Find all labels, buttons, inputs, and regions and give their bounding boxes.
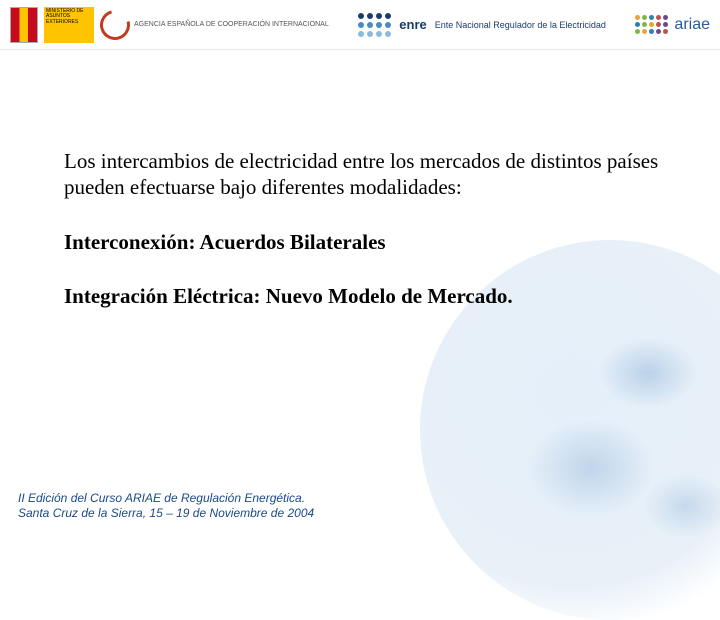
cooperation-text: AGENCIA ESPAÑOLA DE COOPERACIÓN INTERNAC… — [134, 21, 329, 29]
bullet-interconexion: Interconexión: Acuerdos Bilaterales — [64, 229, 670, 255]
cooperation-logo: AGENCIA ESPAÑOLA DE COOPERACIÓN INTERNAC… — [100, 10, 329, 40]
slide-content: Los intercambios de electricidad entre l… — [64, 148, 670, 337]
ministry-badge: MINISTERIO DE ASUNTOS EXTERIORES — [44, 7, 94, 43]
header-right-logos: ariae — [635, 15, 710, 34]
slide-footer: II Edición del Curso ARIAE de Regulación… — [18, 491, 314, 522]
bullet-integracion: Integración Eléctrica: Nuevo Modelo de M… — [64, 283, 670, 309]
header-center-logos: enre Ente Nacional Regulador de la Elect… — [358, 13, 606, 37]
enre-label: enre — [399, 17, 426, 32]
cooperation-swirl-icon — [95, 4, 136, 45]
intro-paragraph: Los intercambios de electricidad entre l… — [64, 148, 670, 201]
slide-header: MINISTERIO DE ASUNTOS EXTERIORES AGENCIA… — [0, 0, 720, 50]
enre-dots-icon — [358, 13, 391, 37]
footer-line-2: Santa Cruz de la Sierra, 15 – 19 de Novi… — [18, 506, 314, 522]
ariae-label: ariae — [674, 16, 710, 34]
footer-line-1: II Edición del Curso ARIAE de Regulación… — [18, 491, 314, 507]
ariae-dots-icon — [635, 15, 668, 34]
spain-flag-icon — [10, 7, 38, 43]
enre-subtitle: Ente Nacional Regulador de la Electricid… — [435, 20, 606, 30]
header-left-logos: MINISTERIO DE ASUNTOS EXTERIORES AGENCIA… — [10, 7, 329, 43]
